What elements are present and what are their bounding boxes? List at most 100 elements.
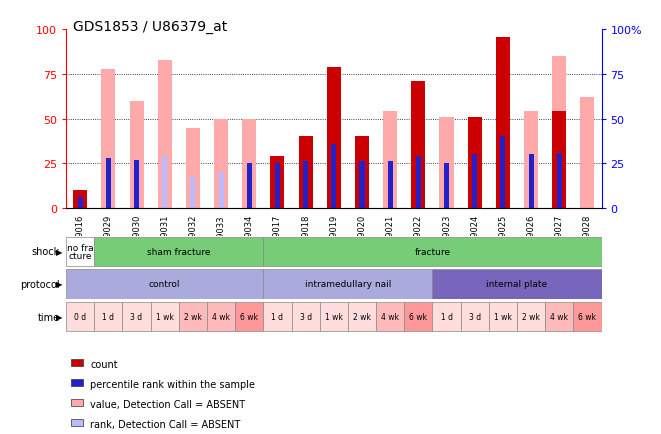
Bar [190,178,196,208]
Bar [299,137,313,208]
Bar [320,302,348,332]
Bar [158,61,172,208]
Bar [432,302,461,332]
Bar [71,359,83,366]
Text: 1 d: 1 d [272,312,284,321]
Bar [468,118,482,208]
Bar [496,37,510,208]
Bar [461,302,488,332]
Bar [162,157,167,208]
Text: 1 d: 1 d [440,312,453,321]
Text: GDS1853 / U86379_at: GDS1853 / U86379_at [73,20,227,33]
Text: 3 d: 3 d [299,312,312,321]
Bar [275,164,280,208]
Bar [270,157,284,208]
Bar [580,98,594,208]
Bar [552,57,566,208]
Bar [263,302,292,332]
Bar [360,162,364,208]
Bar [71,419,83,426]
Text: protocol: protocol [20,279,59,289]
Bar [524,112,538,208]
Text: count: count [90,359,118,368]
Bar [247,164,252,208]
Text: 2 wk: 2 wk [353,312,371,321]
Text: internal plate: internal plate [486,280,547,289]
Text: 6 wk: 6 wk [409,312,428,321]
Bar [263,237,602,266]
Bar [66,270,263,299]
Text: value, Detection Call = ABSENT: value, Detection Call = ABSENT [90,399,245,408]
Bar [411,82,426,208]
Bar [186,128,200,208]
Bar [71,379,83,386]
Bar [387,162,393,208]
Bar [405,302,432,332]
Text: 6 wk: 6 wk [578,312,596,321]
Text: 4 wk: 4 wk [550,312,568,321]
Bar [529,155,533,208]
Bar [263,270,432,299]
Bar [134,160,139,208]
Text: 4 wk: 4 wk [212,312,230,321]
Bar [545,302,573,332]
Bar [432,270,602,299]
Bar [331,144,336,208]
Bar [488,302,517,332]
Bar [557,153,562,208]
Text: intramedullary nail: intramedullary nail [305,280,391,289]
Bar [73,191,87,208]
Bar [73,191,87,208]
Text: shock: shock [31,247,59,256]
Text: time: time [38,312,59,322]
Bar [207,302,235,332]
Bar [106,158,111,208]
Bar [376,302,405,332]
Bar [327,68,341,208]
Text: control: control [149,280,180,289]
Bar [242,119,256,208]
Bar [66,237,95,266]
Bar [130,102,143,208]
Bar [77,197,83,208]
Text: fracture: fracture [414,247,450,256]
Bar [440,118,453,208]
Text: sham fracture: sham fracture [147,247,211,256]
Bar [235,302,263,332]
Text: 1 d: 1 d [102,312,114,321]
Text: no fra
cture: no fra cture [67,243,93,260]
Text: percentile rank within the sample: percentile rank within the sample [90,379,255,388]
Text: 1 wk: 1 wk [494,312,512,321]
Bar [95,302,122,332]
Bar [303,162,308,208]
Bar [472,155,477,208]
Bar [500,137,506,208]
Bar [355,137,369,208]
Bar [517,302,545,332]
Bar [151,302,179,332]
Text: 1 wk: 1 wk [325,312,343,321]
Bar [292,302,320,332]
Text: ▶: ▶ [56,280,63,289]
Bar [348,302,376,332]
Bar [573,302,602,332]
Text: 2 wk: 2 wk [522,312,540,321]
Bar [383,112,397,208]
Bar [179,302,207,332]
Bar [214,119,228,208]
Bar [71,399,83,406]
Text: 3 d: 3 d [469,312,481,321]
Bar [444,164,449,208]
Text: ▶: ▶ [56,247,63,256]
Bar [77,197,83,208]
Bar [219,173,223,208]
Text: ▶: ▶ [56,312,63,321]
Bar [122,302,151,332]
Bar [66,302,95,332]
Bar [552,112,566,208]
Text: 2 wk: 2 wk [184,312,202,321]
Bar [101,69,116,208]
Text: 0 d: 0 d [74,312,86,321]
Text: 6 wk: 6 wk [240,312,258,321]
Text: 1 wk: 1 wk [156,312,174,321]
